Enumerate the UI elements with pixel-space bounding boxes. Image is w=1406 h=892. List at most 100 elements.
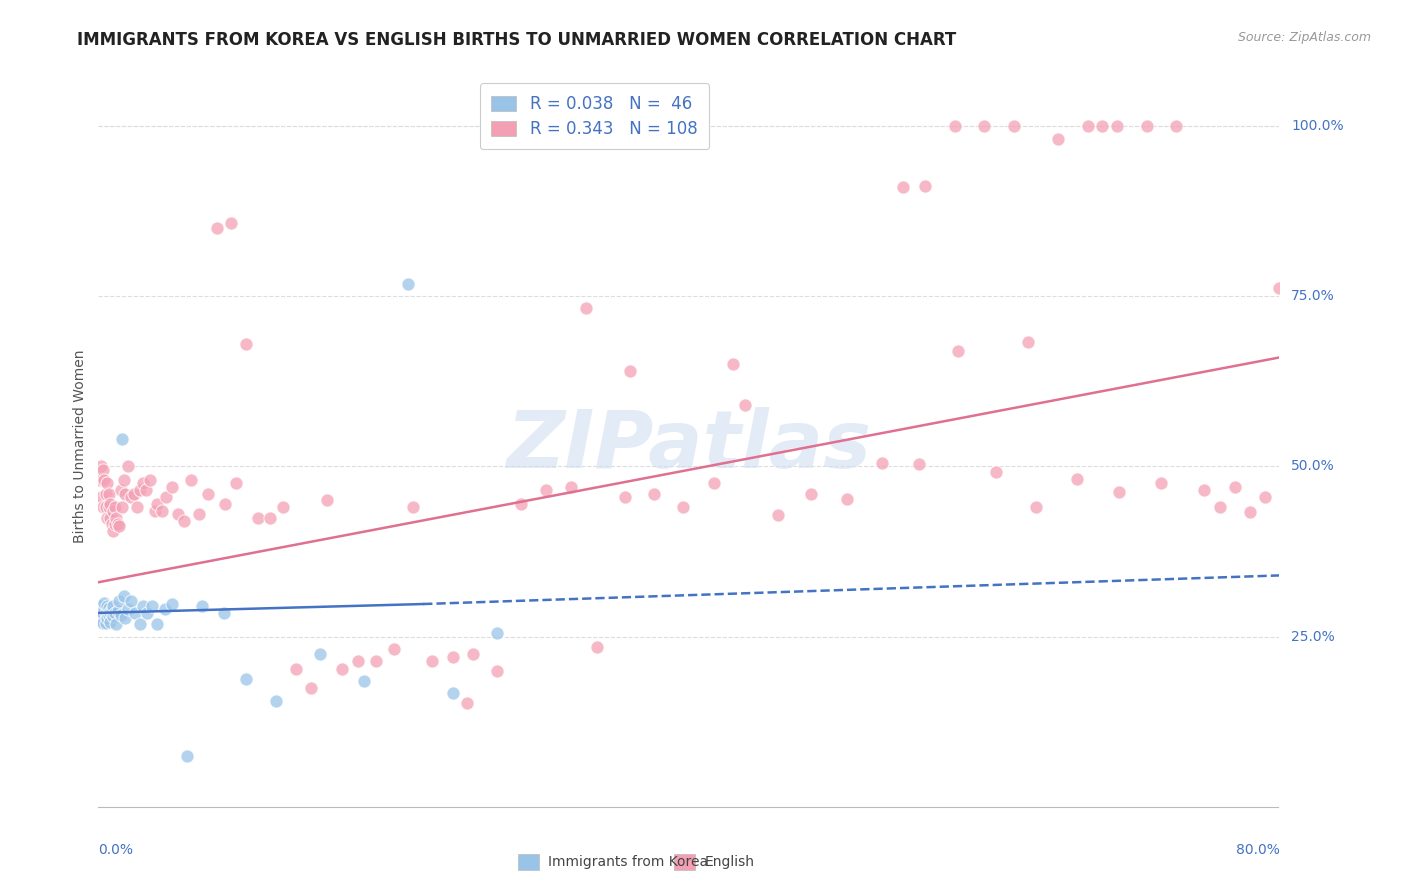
Point <box>1239 505 1261 519</box>
Point <box>457 697 479 711</box>
Point <box>672 500 695 515</box>
Point <box>187 507 209 521</box>
Point <box>91 500 114 515</box>
Y-axis label: Births to Unmarried Women: Births to Unmarried Women <box>73 350 87 542</box>
Point <box>173 514 195 528</box>
Point <box>1150 476 1173 491</box>
Point <box>264 694 287 708</box>
Point <box>141 599 163 613</box>
Point <box>94 616 117 631</box>
Text: 25.0%: 25.0% <box>1291 630 1336 644</box>
Point <box>486 626 509 640</box>
Point <box>1166 119 1188 133</box>
Point <box>103 504 125 518</box>
Point <box>766 508 789 523</box>
Point <box>98 510 121 524</box>
Point <box>162 597 183 611</box>
Point <box>914 178 936 193</box>
Point <box>90 459 112 474</box>
Text: English: English <box>704 855 754 869</box>
Point <box>110 483 132 498</box>
Point <box>122 486 145 500</box>
Point <box>104 606 127 620</box>
Point <box>167 507 190 521</box>
Text: IMMIGRANTS FROM KOREA VS ENGLISH BIRTHS TO UNMARRIED WOMEN CORRELATION CHART: IMMIGRANTS FROM KOREA VS ENGLISH BIRTHS … <box>77 31 956 49</box>
Point <box>330 662 353 676</box>
Point <box>560 480 582 494</box>
Point <box>120 594 142 608</box>
Point <box>90 490 112 504</box>
Point <box>221 216 243 230</box>
Point <box>112 473 135 487</box>
Point <box>124 606 146 620</box>
Point <box>110 607 132 622</box>
Point <box>191 599 214 613</box>
Point <box>104 517 127 532</box>
Point <box>235 336 257 351</box>
Point <box>382 642 405 657</box>
Point <box>90 613 112 627</box>
Text: Immigrants from Korea: Immigrants from Korea <box>548 855 709 869</box>
Text: 100.0%: 100.0% <box>1291 119 1344 133</box>
Point <box>103 609 125 624</box>
Point <box>259 510 281 524</box>
Point <box>1136 119 1159 133</box>
Point <box>105 617 128 632</box>
Point <box>973 119 995 133</box>
Point <box>132 599 155 613</box>
Text: 0.0%: 0.0% <box>98 843 134 857</box>
Point <box>225 475 247 490</box>
Point <box>120 490 142 504</box>
Point <box>94 606 117 620</box>
Point <box>143 504 166 518</box>
Point <box>103 524 125 538</box>
Point <box>299 681 322 695</box>
Point <box>180 473 202 487</box>
Point <box>463 647 485 661</box>
Point <box>89 473 111 487</box>
Point <box>96 610 118 624</box>
Point <box>1066 472 1088 486</box>
FancyBboxPatch shape <box>517 854 538 870</box>
Point <box>100 517 122 532</box>
Point <box>1108 485 1130 500</box>
Point <box>309 647 332 661</box>
Point <box>97 486 120 500</box>
Point <box>872 456 894 470</box>
Text: ZIPatlas: ZIPatlas <box>506 407 872 485</box>
Point <box>91 463 114 477</box>
Point <box>534 483 557 498</box>
Point <box>246 510 269 524</box>
Point <box>136 606 159 620</box>
Point <box>105 510 128 524</box>
Point <box>1046 132 1070 146</box>
Point <box>800 486 823 500</box>
Point <box>364 654 387 668</box>
Point <box>90 599 112 613</box>
Point <box>100 604 122 618</box>
Point <box>1107 119 1129 133</box>
Point <box>146 617 169 632</box>
Point <box>125 500 148 515</box>
Point <box>94 500 117 515</box>
Point <box>132 476 155 491</box>
Point <box>96 599 118 613</box>
Point <box>112 589 135 603</box>
Point <box>734 398 756 412</box>
Point <box>1298 287 1320 301</box>
Point <box>176 748 198 763</box>
Point <box>703 475 725 490</box>
Point <box>93 602 115 616</box>
Point <box>98 497 121 511</box>
Point <box>205 221 228 235</box>
Point <box>1254 490 1277 504</box>
Point <box>114 610 136 624</box>
Point <box>97 500 120 515</box>
Point <box>139 473 162 487</box>
Point <box>107 604 129 618</box>
Legend: R = 0.038   N =  46, R = 0.343   N = 108: R = 0.038 N = 46, R = 0.343 N = 108 <box>479 84 709 150</box>
Text: 75.0%: 75.0% <box>1291 289 1336 303</box>
Point <box>146 497 169 511</box>
Point <box>111 500 134 515</box>
Point <box>103 599 125 613</box>
